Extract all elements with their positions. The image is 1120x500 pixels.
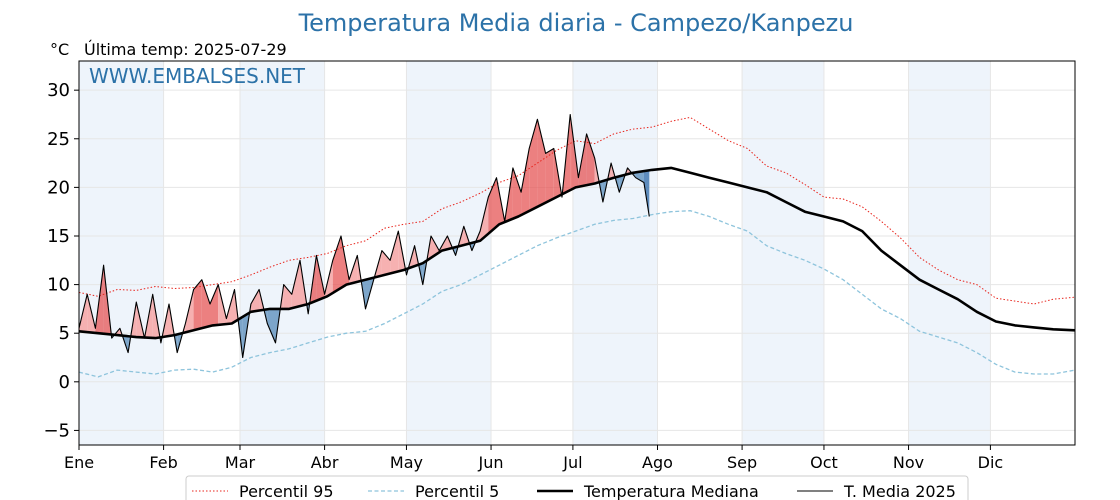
legend-label: Temperatura Mediana — [583, 482, 759, 500]
x-tick-label: Ene — [64, 453, 94, 472]
fill-above-median — [381, 250, 391, 276]
y-tick-label: 30 — [47, 80, 70, 101]
fill-above-median — [210, 284, 219, 327]
x-tick-label: Ago — [642, 453, 673, 472]
x-tick-label: Mar — [225, 453, 256, 472]
fill-above-median — [480, 197, 489, 241]
series-percentil-95-line — [78, 116, 1076, 305]
x-tick-label: Nov — [893, 453, 924, 472]
fill-above-median — [291, 260, 300, 309]
fill-below-median — [635, 171, 644, 183]
x-tick-label: Jul — [562, 453, 582, 472]
series-percentil-5-line — [78, 210, 1076, 378]
month-band — [79, 61, 164, 445]
x-tick-label: May — [390, 453, 423, 472]
fill-above-median — [201, 279, 210, 329]
legend-label: Percentil 95 — [239, 482, 334, 500]
y-tick-label: 25 — [47, 129, 70, 150]
x-tick-label: Jun — [478, 453, 504, 472]
y-tick-label: 15 — [47, 226, 70, 247]
y-unit-label: °C — [50, 40, 69, 59]
month-band — [572, 61, 658, 445]
y-tick-label: 5 — [59, 323, 70, 344]
chart-title: Temperatura Media diaria - Campezo/Kanpe… — [298, 9, 854, 37]
x-tick-label: Abr — [311, 453, 339, 472]
series-mediana-line — [78, 166, 1076, 340]
plot-frame — [78, 60, 1076, 446]
month-bands — [79, 61, 991, 445]
last-temp-label: Última temp: 2025-07-29 — [84, 40, 287, 59]
fill-above-median — [332, 236, 341, 293]
legend-label: Percentil 5 — [415, 482, 499, 500]
fill-above-median — [545, 148, 554, 203]
x-tick-label: Feb — [149, 453, 177, 472]
fill-above-median — [283, 284, 292, 309]
month-band — [406, 61, 492, 445]
month-band — [239, 61, 325, 445]
fill-above-median — [521, 148, 530, 216]
fill-above-median — [512, 167, 522, 219]
fill-above-median — [537, 119, 546, 207]
fill-above-median — [390, 231, 399, 274]
y-axis-ticks: −5 0 5 10 15 20 25 30 — [43, 80, 79, 441]
y-tick-label: 0 — [59, 372, 70, 393]
month-band — [908, 61, 991, 445]
y-tick-label: 10 — [47, 275, 70, 296]
x-tick-label: Oct — [810, 453, 838, 472]
legend-box — [185, 475, 969, 500]
legend-items: Percentil 95 Percentil 5 Temperatura Media… — [192, 482, 956, 500]
x-tick-label: Sep — [727, 453, 757, 472]
fill-above-median — [193, 279, 202, 331]
y-tick-label: 20 — [47, 177, 70, 198]
fill-below-median — [267, 308, 276, 343]
series-lines — [78, 113, 1076, 378]
x-axis-ticks: Ene Feb Mar Abr May Jun Jul Ago Sep Oct Nov Dic — [64, 445, 1003, 472]
watermark-text: WWW.EMBALSES.NET — [89, 64, 306, 88]
fill-above-median — [250, 289, 260, 312]
legend: Percentil 95 Percentil 5 Temperatura Media… — [185, 475, 969, 500]
legend-label: T. Media 2025 — [843, 482, 956, 500]
y-tick-label: −5 — [43, 420, 70, 441]
series-media-2025-line — [78, 113, 650, 359]
fill-above-median — [586, 133, 595, 186]
x-tick-label: Dic — [978, 453, 1004, 472]
fill-above-median — [488, 177, 497, 234]
